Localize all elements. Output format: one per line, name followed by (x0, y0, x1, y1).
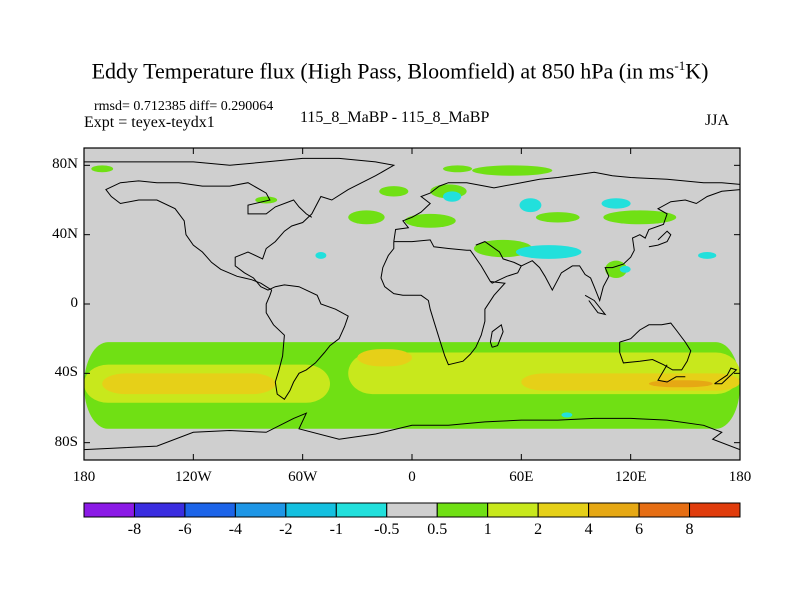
negative-anomaly (515, 245, 582, 259)
colorbar-swatch (386, 502, 438, 518)
lon-tick-label: 0 (408, 469, 416, 485)
lon-tick-label: 180 (72, 469, 96, 485)
positive-anomaly (535, 212, 580, 223)
colorbar-swatch (689, 502, 741, 518)
colorbar-swatch (436, 502, 489, 518)
map-field (84, 148, 740, 460)
field-band (102, 373, 276, 395)
stats-label: rmsd= 0.712385 diff= 0.290064 (94, 99, 274, 114)
colorbar-label: -4 (228, 521, 243, 538)
negative-anomaly (698, 252, 717, 259)
coastline (380, 239, 506, 366)
coastline (84, 412, 740, 451)
coastline (521, 189, 740, 303)
positive-anomaly (348, 210, 385, 225)
lat-tick-label: 40N (52, 225, 78, 242)
colorbar-label: -0.5 (374, 521, 400, 538)
lon-tick-label: 180 (728, 469, 752, 485)
colorbar-label: -1 (329, 521, 343, 538)
case-label: 115_8_MaBP - 115_8_MaBP (300, 109, 490, 126)
experiment-label: Expt = teyex-teydx1 (84, 114, 215, 131)
axis-ticks (83, 148, 741, 460)
colorbar-label: 8 (685, 521, 694, 538)
colorbar-swatch (335, 502, 388, 518)
positive-anomaly (603, 210, 677, 225)
lon-tick-label: 60W (288, 469, 318, 485)
coastline (657, 364, 686, 383)
coastline (475, 241, 522, 284)
coastline (584, 294, 607, 316)
coastline (489, 323, 504, 348)
lat-tick-label: 80S (54, 433, 78, 450)
coastline (714, 367, 738, 385)
colorbar-swatch (234, 502, 287, 518)
colorbar-swatch (83, 502, 135, 518)
lat-tick-label: 0 (70, 295, 79, 311)
colorbar-swatch (537, 502, 590, 518)
colorbar-swatch (638, 502, 691, 518)
colorbar-swatch (487, 502, 539, 518)
colorbar-label: -6 (178, 521, 192, 538)
colorbar-label: 2 (534, 521, 543, 538)
lon-tick-label: 120E (614, 469, 647, 485)
colorbar-label: 0.5 (427, 521, 448, 538)
positive-anomaly (379, 186, 409, 197)
season-label: JJA (705, 112, 730, 129)
coastline (105, 180, 313, 291)
colorbar-swatch (588, 502, 640, 518)
colorbar-label: -8 (127, 521, 142, 538)
field-band (357, 349, 412, 367)
colorbar (83, 502, 741, 518)
coastline (393, 171, 740, 242)
colorbar-swatch (285, 502, 337, 518)
positive-anomaly (91, 165, 114, 173)
colorbar-label: 1 (483, 521, 492, 538)
positive-anomaly (472, 165, 553, 176)
chart-title: Eddy Temperature flux (High Pass, Bloomf… (91, 58, 709, 84)
lon-tick-label: 60E (509, 469, 534, 485)
coastline (84, 157, 396, 401)
colorbar-swatch (133, 502, 186, 518)
lat-tick-label: 40S (54, 364, 78, 381)
lon-tick-label: 120W (174, 469, 212, 485)
colorbar-label: 4 (584, 521, 593, 538)
coastline (619, 322, 692, 371)
negative-anomaly (601, 198, 631, 209)
negative-anomaly (561, 412, 573, 418)
lat-tick-label: 80N (52, 156, 78, 173)
coastline (648, 230, 672, 248)
field-band (648, 380, 713, 388)
negative-anomaly (619, 265, 631, 273)
negative-anomaly (442, 191, 462, 202)
positive-anomaly (442, 165, 473, 173)
coastlines (84, 157, 740, 451)
negative-anomaly (519, 198, 542, 213)
colorbar-label: 6 (635, 521, 644, 538)
positive-anomaly (404, 213, 456, 228)
negative-anomaly (315, 252, 327, 259)
colorbar-swatch (184, 502, 236, 518)
colorbar-label: -2 (279, 521, 293, 538)
